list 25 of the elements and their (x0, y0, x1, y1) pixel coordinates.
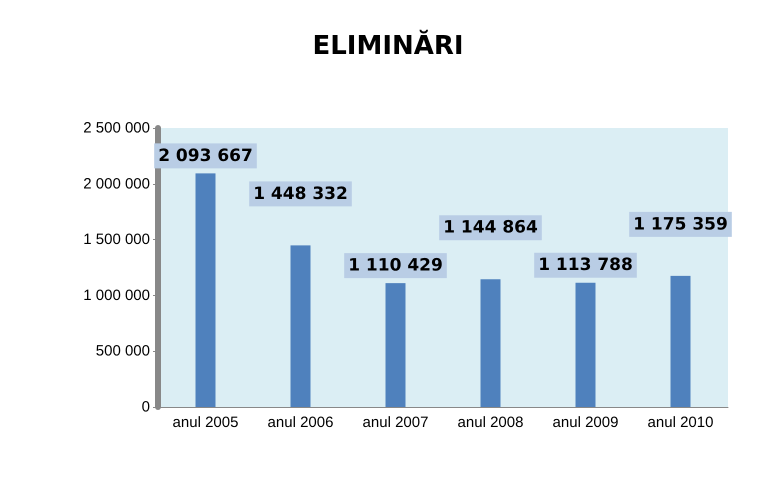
y-tick-label: 1 500 000 (83, 231, 150, 248)
data-label: 1 110 429 (348, 256, 443, 276)
bar (290, 245, 310, 407)
x-tick-label: anul 2008 (458, 414, 524, 431)
x-tick-label: anul 2006 (268, 414, 334, 431)
x-tick-label: anul 2007 (362, 414, 428, 431)
bar (670, 276, 690, 407)
x-tick-label: anul 2005 (172, 414, 238, 431)
x-tick-label: anul 2009 (552, 414, 618, 431)
data-label: 1 113 788 (538, 255, 633, 276)
data-label: 1 144 864 (443, 218, 538, 238)
bar (386, 283, 406, 407)
data-label: 1 175 359 (633, 214, 728, 234)
data-label: 2 093 667 (158, 146, 253, 166)
chart-title: ELIMINĂRI (312, 29, 464, 61)
bar (576, 282, 596, 407)
data-label: 1 448 332 (253, 184, 348, 204)
bar (480, 279, 500, 407)
x-tick-label: anul 2010 (648, 414, 714, 431)
y-tick-label: 0 (142, 398, 150, 416)
bar (196, 173, 216, 407)
y-tick-label: 2 500 000 (83, 120, 150, 136)
y-tick-label: 1 000 000 (83, 286, 150, 304)
y-tick-label: 2 000 000 (83, 175, 150, 192)
y-tick-label: 500 000 (96, 342, 150, 360)
